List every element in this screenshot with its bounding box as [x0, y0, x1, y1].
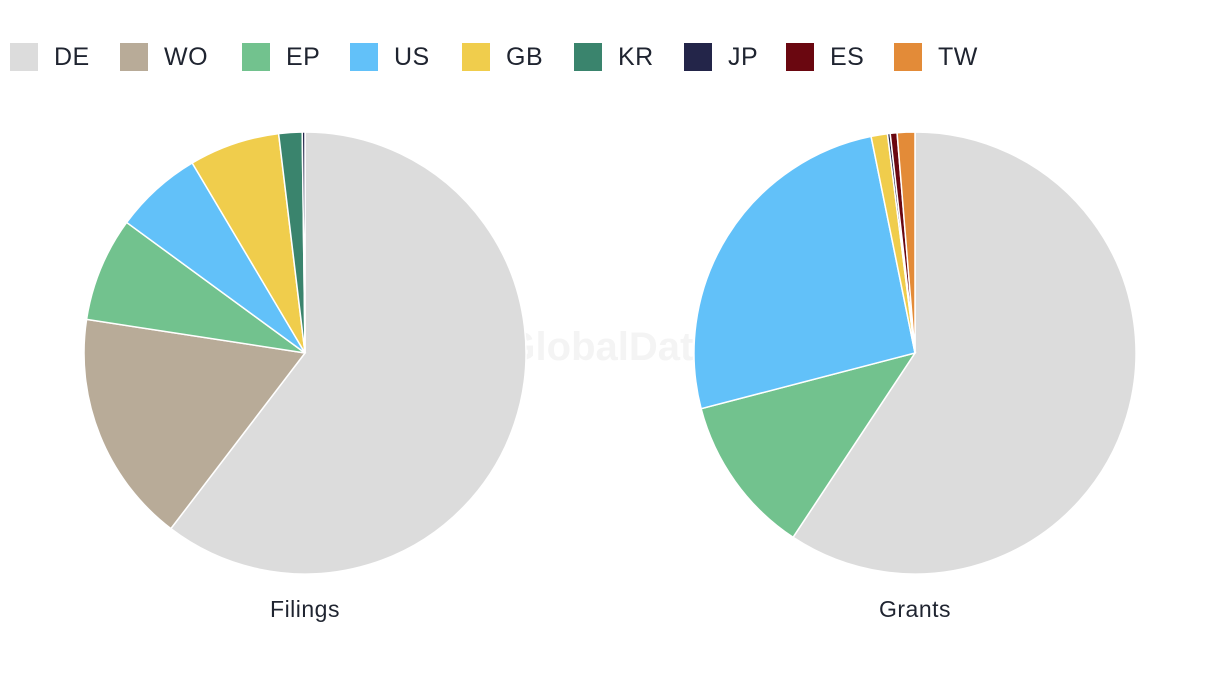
legend-swatch [684, 43, 712, 71]
pie-chart-filings: Filings [83, 131, 527, 622]
legend-label: GB [506, 43, 544, 71]
pie-slice-ep[interactable] [85, 221, 306, 354]
legend-label: US [394, 43, 430, 71]
legend-label: JP [728, 43, 759, 71]
pie-chart-grants: Grants [693, 131, 1137, 622]
pie-slice-de[interactable] [169, 131, 527, 575]
pie-slice-wo[interactable] [83, 318, 307, 530]
legend-label: KR [618, 43, 654, 71]
pie-slice-de[interactable] [792, 131, 1137, 575]
pie-slice-jp[interactable] [301, 131, 306, 354]
legend-label: DE [54, 43, 90, 71]
legend-swatch [242, 43, 270, 71]
legend-swatch [894, 43, 922, 71]
legend-swatch [574, 43, 602, 71]
legend-label: ES [830, 43, 865, 71]
legend-swatch [10, 43, 38, 71]
legend-swatch [120, 43, 148, 71]
legend-label: EP [286, 43, 321, 71]
pie-slice-tw[interactable] [896, 131, 916, 354]
legend-label: WO [164, 43, 209, 71]
pie-title: Filings [270, 596, 340, 622]
pie-title: Grants [879, 596, 951, 622]
legend-swatch [786, 43, 814, 71]
watermark: GlobalData [504, 325, 716, 369]
legend-swatch [462, 43, 490, 71]
pie-slice-us[interactable] [693, 135, 916, 410]
pie-slice-ep[interactable] [700, 351, 917, 539]
legend-swatch [350, 43, 378, 71]
legend-label: TW [938, 43, 978, 71]
